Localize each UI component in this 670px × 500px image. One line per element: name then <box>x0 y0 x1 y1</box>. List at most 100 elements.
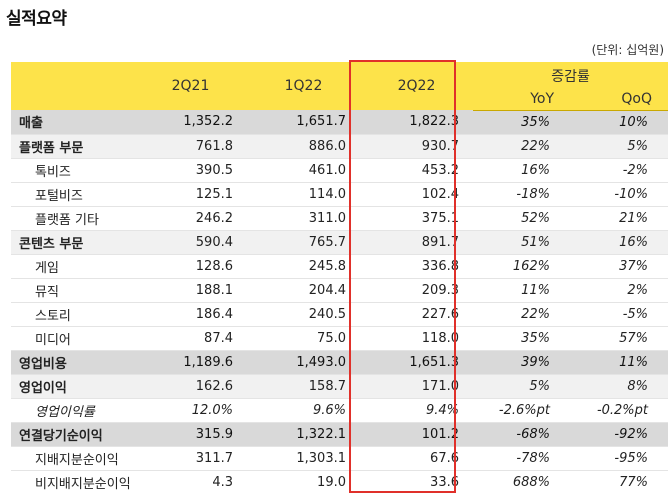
summary-table: 2Q21 1Q22 2Q22 증감률 YoY QoQ 매출 1,352.2 1,65… <box>11 62 669 494</box>
value-cell-2q21: 390.5 <box>134 158 247 183</box>
value-cell-2q21: 128.6 <box>134 254 247 279</box>
page-title: 실적요약 <box>6 9 67 29</box>
value-cell-2q21: 4.3 <box>212 474 233 490</box>
yoy-cell: 35% <box>473 326 570 351</box>
row-label: 미디어 <box>11 326 134 351</box>
value-cell-2q22: 33.6 <box>430 474 459 490</box>
qoq-cell: 11% <box>570 350 669 375</box>
yoy-cell: 22% <box>473 302 570 327</box>
row-label: 톡비즈 <box>11 158 134 183</box>
table-row: 콘텐츠 부문 590.4 765.7 891.7 51% 16% <box>11 230 669 255</box>
row-label: 콘텐츠 부문 <box>11 230 134 255</box>
qoq-cell: 5% <box>570 134 669 159</box>
value-cell-2q22: 101.2 <box>360 422 473 447</box>
value-cell-2q22: 336.8 <box>360 254 473 279</box>
yoy-cell: 5% <box>473 374 570 399</box>
table-row: 플랫폼 기타 246.2 311.0 375.1 52% 21% <box>11 206 669 231</box>
header-yoy: YoY <box>473 88 570 111</box>
value-cell-1q22: 114.0 <box>247 182 360 207</box>
value-cell-1q22: 240.5 <box>247 302 360 327</box>
yoy-cell: -68% <box>473 422 570 447</box>
qoq-cell: 10% <box>570 110 669 135</box>
header-qoq: QoQ <box>570 88 669 111</box>
value-cell-2q22: 375.1 <box>360 206 473 231</box>
value-cell-1q22: 1,303.1 <box>247 446 360 471</box>
table-row: 포털비즈 125.1 114.0 102.4 -18% -10% <box>11 182 669 207</box>
value-cell-2q21: 87.4 <box>134 326 247 351</box>
qoq-cell: 8% <box>570 374 669 399</box>
table-row: 톡비즈 390.5 461.0 453.2 16% -2% <box>11 158 669 183</box>
value-cell-2q21: 186.4 <box>134 302 247 327</box>
yoy-cell: 688% <box>512 474 550 490</box>
value-cell-2q22: 209.3 <box>360 278 473 303</box>
table-row: 플랫폼 부문 761.8 886.0 930.7 22% 5% <box>11 134 669 159</box>
value-cell-2q22: 1,822.3 <box>360 110 473 135</box>
yoy-cell: 11% <box>473 278 570 303</box>
yoy-cell: 52% <box>473 206 570 231</box>
value-cell-2q21: 1,352.2 <box>134 110 247 135</box>
table-row: 매출 1,352.2 1,651.7 1,822.3 35% 10% <box>11 110 669 135</box>
value-cell-2q21: 761.8 <box>134 134 247 159</box>
qoq-cell: -0.2%pt <box>570 398 669 423</box>
value-cell-2q21: 246.2 <box>134 206 247 231</box>
value-cell-2q22: 102.4 <box>360 182 473 207</box>
value-cell-1q22: 158.7 <box>247 374 360 399</box>
table-row: 지배지분순이익 311.7 1,303.1 67.6 -78% -95% <box>11 446 669 471</box>
qoq-cell: -95% <box>570 446 669 471</box>
value-cell-2q22: 227.6 <box>360 302 473 327</box>
value-cell-1q22: 311.0 <box>247 206 360 231</box>
table-row: 미디어 87.4 75.0 118.0 35% 57% <box>11 326 669 351</box>
value-cell-2q22: 9.4% <box>360 398 473 423</box>
value-cell-1q22: 245.8 <box>247 254 360 279</box>
row-label: 게임 <box>11 254 134 279</box>
value-cell-2q22: 891.7 <box>360 230 473 255</box>
row-label: 포털비즈 <box>11 182 134 207</box>
qoq-cell: 77% <box>619 474 649 490</box>
table-body: 매출 1,352.2 1,651.7 1,822.3 35% 10% 플랫폼 부문 761.8… <box>11 110 669 494</box>
value-cell-1q22: 765.7 <box>247 230 360 255</box>
row-label: 뮤직 <box>11 278 134 303</box>
yoy-cell: 16% <box>473 158 570 183</box>
yoy-cell: -18% <box>473 182 570 207</box>
value-cell-2q21: 125.1 <box>134 182 247 207</box>
value-cell-1q22: 1,493.0 <box>247 350 360 375</box>
table-row: 영업이익률 12.0% 9.6% 9.4% -2.6%pt -0.2%pt <box>11 398 669 423</box>
qoq-cell: -5% <box>570 302 669 327</box>
value-cell-2q22: 930.7 <box>360 134 473 159</box>
value-cell-2q21: 315.9 <box>134 422 247 447</box>
table-row: 연결당기순이익 315.9 1,322.1 101.2 -68% -92% <box>11 422 669 447</box>
row-label: 영업이익률 <box>11 398 134 423</box>
header-change-group: 증감률 <box>473 62 669 88</box>
value-cell-1q22: 204.4 <box>247 278 360 303</box>
value-cell-1q22: 1,651.7 <box>247 110 360 135</box>
value-cell-2q21: 12.0% <box>134 398 247 423</box>
row-label: 지배지분순이익 <box>11 446 134 471</box>
row-label: 플랫폼 부문 <box>11 134 134 159</box>
row-label: 비지배지분순이익 <box>35 476 131 492</box>
value-cell-2q21: 162.6 <box>134 374 247 399</box>
unit-note: (단위: 십억원) <box>591 43 664 57</box>
value-cell-1q22: 9.6% <box>247 398 360 423</box>
header-period-2q21: 2Q21 <box>134 62 247 110</box>
qoq-cell: 37% <box>570 254 669 279</box>
value-cell-2q21: 1,189.6 <box>134 350 247 375</box>
value-cell-1q22: 75.0 <box>247 326 360 351</box>
qoq-cell: 21% <box>570 206 669 231</box>
table-row: 영업비용 1,189.6 1,493.0 1,651.3 39% 11% <box>11 350 669 375</box>
table-row: 게임 128.6 245.8 336.8 162% 37% <box>11 254 669 279</box>
yoy-cell: -78% <box>473 446 570 471</box>
value-cell-1q22: 461.0 <box>247 158 360 183</box>
value-cell-2q21: 311.7 <box>134 446 247 471</box>
yoy-cell: -2.6%pt <box>473 398 570 423</box>
qoq-cell: -92% <box>570 422 669 447</box>
yoy-cell: 22% <box>473 134 570 159</box>
value-cell-2q22: 171.0 <box>360 374 473 399</box>
value-cell-2q22: 67.6 <box>360 446 473 471</box>
value-cell-1q22: 886.0 <box>247 134 360 159</box>
qoq-cell: -2% <box>570 158 669 183</box>
value-cell-1q22: 1,322.1 <box>247 422 360 447</box>
row-label: 영업이익 <box>11 374 134 399</box>
table-row: 스토리 186.4 240.5 227.6 22% -5% <box>11 302 669 327</box>
row-label: 매출 <box>11 110 134 135</box>
yoy-cell: 162% <box>473 254 570 279</box>
